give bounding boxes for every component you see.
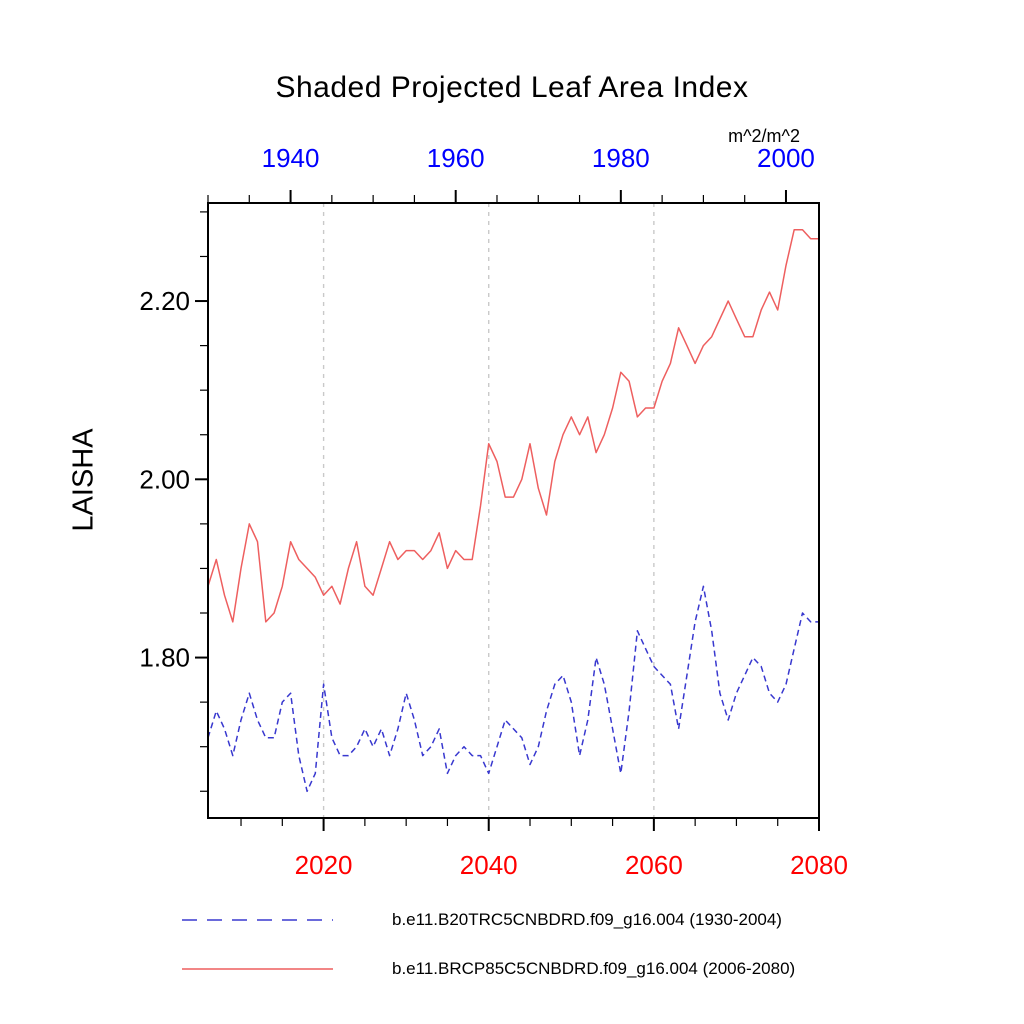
units-label: m^2/m^2 xyxy=(728,126,800,146)
svg-text:2000: 2000 xyxy=(757,143,815,173)
svg-text:2020: 2020 xyxy=(295,850,353,880)
legend-label-projection: b.e11.BRCP85C5CNBDRD.f09_g16.004 (2006-2… xyxy=(392,959,796,978)
legend-label-historical: b.e11.B20TRC5CNBDRD.f09_g16.004 (1930-20… xyxy=(392,910,782,929)
svg-text:2.00: 2.00 xyxy=(139,464,190,494)
chart-title: Shaded Projected Leaf Area Index xyxy=(275,71,749,104)
svg-text:2060: 2060 xyxy=(625,850,683,880)
svg-text:1.80: 1.80 xyxy=(139,643,190,673)
legend-item-projection: b.e11.BRCP85C5CNBDRD.f09_g16.004 (2006-2… xyxy=(180,959,796,978)
svg-text:1980: 1980 xyxy=(592,143,650,173)
svg-text:1940: 1940 xyxy=(262,143,320,173)
svg-text:2040: 2040 xyxy=(460,850,518,880)
legend-solid-line-icon xyxy=(182,968,333,970)
legend-dashed-line-icon xyxy=(182,919,333,921)
svg-text:2080: 2080 xyxy=(790,850,848,880)
legend-item-historical: b.e11.B20TRC5CNBDRD.f09_g16.004 (1930-20… xyxy=(180,910,782,929)
svg-text:2.20: 2.20 xyxy=(139,286,190,316)
svg-text:1960: 1960 xyxy=(427,143,485,173)
